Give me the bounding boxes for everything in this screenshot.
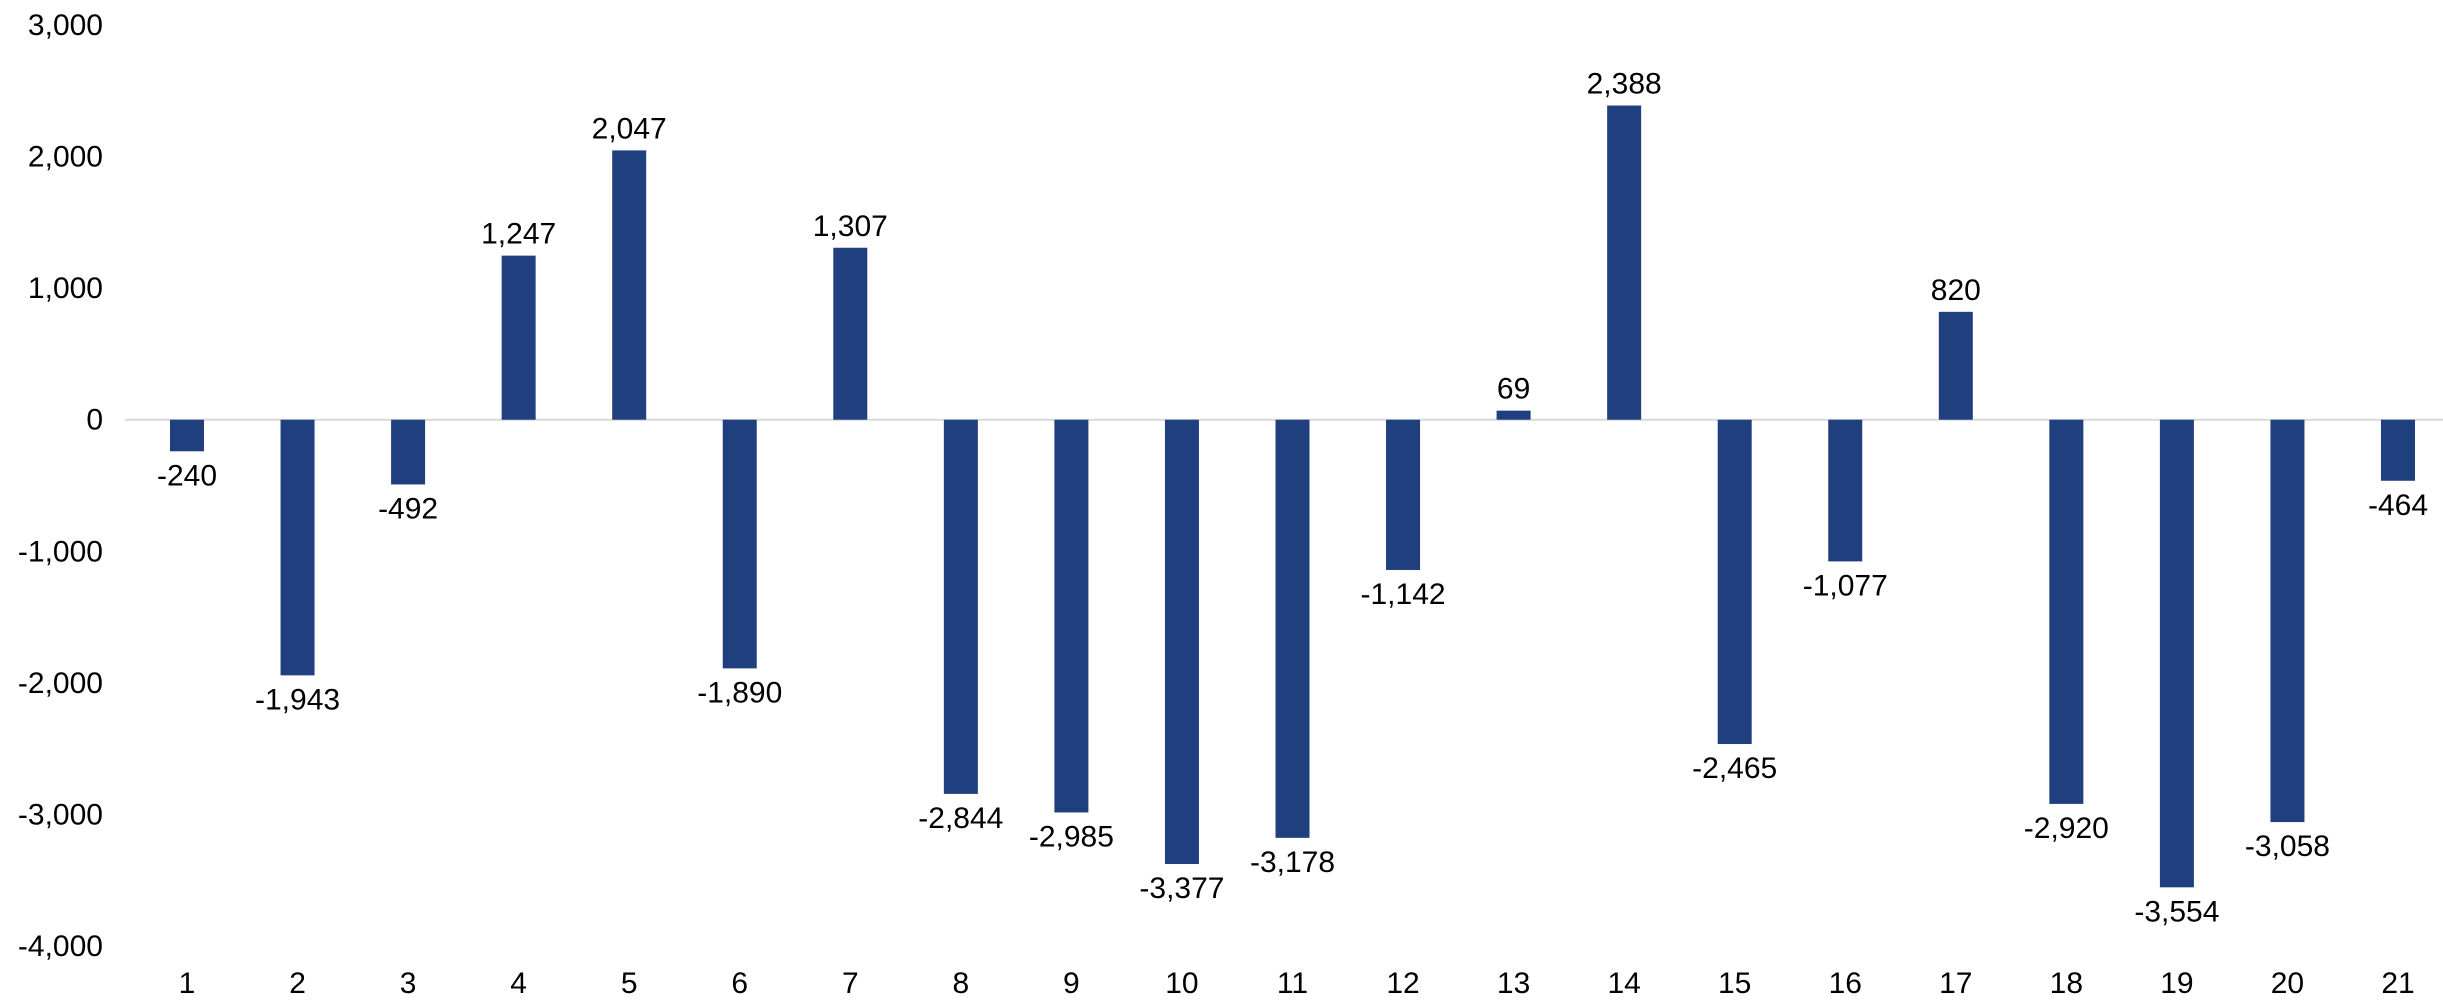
bar <box>1717 419 1752 745</box>
y-tick-label: -2,000 <box>18 667 103 700</box>
bar <box>1054 419 1089 813</box>
bar <box>280 419 315 676</box>
bar <box>2381 419 2415 481</box>
x-tick-label: 4 <box>510 967 527 1000</box>
y-tick-label: 0 <box>86 404 103 437</box>
data-label: -1,077 <box>1803 569 1888 602</box>
data-label: -2,920 <box>2024 812 2109 845</box>
data-label: 2,047 <box>592 112 667 145</box>
y-tick-label: -4,000 <box>18 930 103 963</box>
data-label: -1,142 <box>1361 578 1446 611</box>
x-tick-label: 11 <box>1277 967 1308 1000</box>
bar <box>2049 419 2084 804</box>
data-label: 69 <box>1497 373 1530 406</box>
x-tick-label: 21 <box>2381 967 2414 1000</box>
x-tick-label: 12 <box>1386 967 1419 1000</box>
y-tick-label: 2,000 <box>28 141 103 174</box>
bar <box>1275 419 1310 838</box>
bar <box>501 255 536 420</box>
x-tick-label: 1 <box>179 967 196 1000</box>
x-tick-label: 9 <box>1063 967 1080 1000</box>
y-tick-label: -1,000 <box>18 535 103 568</box>
data-label: 2,388 <box>1587 68 1662 101</box>
data-label: -2,844 <box>918 802 1003 835</box>
bars <box>170 105 2415 888</box>
x-tick-label: 15 <box>1718 967 1751 1000</box>
bar <box>833 247 868 420</box>
x-tick-label: 19 <box>2160 967 2193 1000</box>
data-label: 820 <box>1931 274 1981 307</box>
data-label: -464 <box>2368 489 2428 522</box>
bar <box>1828 419 1863 562</box>
bar <box>170 419 204 452</box>
bar <box>943 419 978 794</box>
data-label: -3,178 <box>1250 846 1335 879</box>
data-label: -240 <box>157 459 217 492</box>
data-label: -2,985 <box>1029 820 1114 853</box>
data-label: -2,465 <box>1692 752 1777 785</box>
data-label: 1,247 <box>481 218 556 251</box>
bar <box>1164 419 1199 865</box>
data-label: -3,377 <box>1139 872 1224 905</box>
x-tick-label: 17 <box>1939 967 1972 1000</box>
data-label: -3,058 <box>2245 830 2330 863</box>
x-tick-label: 6 <box>731 967 748 1000</box>
x-tick-label: 8 <box>953 967 970 1000</box>
bar <box>1386 419 1421 570</box>
bar <box>2159 419 2194 888</box>
bar <box>612 150 647 420</box>
x-axis-tick-labels: 1 2 3 4 5 6 7 8 9 10 11 12 13 14 15 16 17 18 19 20 21 <box>179 967 2415 1000</box>
bar <box>1607 105 1642 420</box>
y-tick-label: 1,000 <box>28 272 103 305</box>
x-tick-label: 16 <box>1829 967 1862 1000</box>
data-labels: -240 -1,943 -492 1,247 2,047 -1,890 1,307 -2,84… <box>157 68 2428 929</box>
x-tick-label: 2 <box>289 967 306 1000</box>
bar <box>1938 311 1973 420</box>
data-label: -1,890 <box>697 676 782 709</box>
data-label: 1,307 <box>813 210 888 243</box>
bar <box>2270 419 2305 823</box>
data-label: -1,943 <box>255 683 340 716</box>
data-label: -492 <box>378 492 438 525</box>
y-tick-label: -3,000 <box>18 798 103 831</box>
y-axis-tick-labels: 3,000 2,000 1,000 0 -1,000 -2,000 -3,000 -4,000 <box>18 9 103 963</box>
x-tick-label: 20 <box>2271 967 2304 1000</box>
x-tick-label: 7 <box>842 967 859 1000</box>
bar <box>1496 410 1531 420</box>
x-tick-label: 10 <box>1165 967 1198 1000</box>
x-tick-label: 3 <box>400 967 417 1000</box>
x-tick-label: 18 <box>2050 967 2083 1000</box>
data-label: -3,554 <box>2134 895 2219 928</box>
x-tick-label: 5 <box>621 967 638 1000</box>
y-tick-label: 3,000 <box>28 9 103 42</box>
x-tick-label: 13 <box>1497 967 1530 1000</box>
bar <box>391 419 426 485</box>
bar <box>722 419 757 669</box>
x-tick-label: 14 <box>1607 967 1640 1000</box>
